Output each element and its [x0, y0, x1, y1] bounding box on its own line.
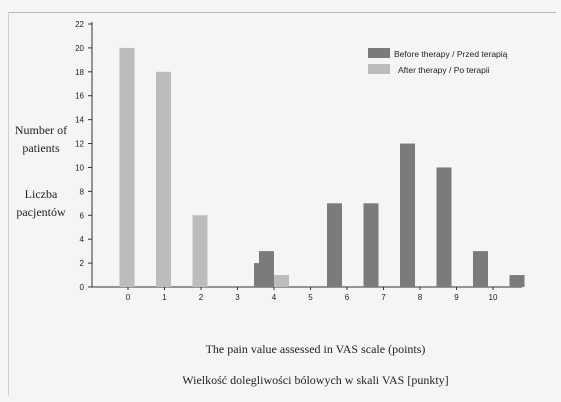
bar-before-therapy [363, 203, 379, 287]
y-axis-label-polish: Liczba pacjentów [6, 185, 76, 221]
x-axis-label-english: The pain value assessed in VAS scale (po… [205, 342, 426, 356]
x-axis-label-polish: Wielkość dolegliwości bólowych w skali V… [182, 373, 449, 387]
bar-before-therapy [473, 251, 488, 287]
y-tick-label: 6 [80, 211, 85, 220]
chart-bars [119, 47, 525, 288]
y-tick-label: 4 [80, 235, 85, 244]
bar-before-therapy [436, 167, 452, 287]
x-tick-label: 9 [454, 293, 459, 302]
y-tick-label: 8 [80, 187, 85, 196]
bar-after-therapy [119, 47, 135, 288]
frame-left-line [8, 12, 9, 396]
x-tick-label: 1 [162, 293, 167, 302]
y-tick-label: 18 [75, 68, 84, 77]
bar-before-therapy [327, 203, 342, 287]
x-tick-label: 3 [235, 293, 240, 302]
y-tick-label: 2 [80, 259, 85, 268]
x-tick-label: 4 [272, 293, 277, 302]
legend-label: After therapy / Po terapii [398, 65, 490, 75]
y-tick-label: 14 [75, 116, 84, 125]
x-tick-label: 2 [199, 293, 204, 302]
y-axis-label-polish-text: Liczba pacjentów [16, 187, 66, 219]
bar-before-therapy [400, 143, 415, 287]
bar-after-therapy [192, 215, 208, 287]
bar-before-therapy [509, 275, 525, 287]
y-tick-label: 16 [75, 92, 84, 101]
bar-before-therapy [259, 251, 274, 287]
chart-legend: Before therapy / Przed terapią After ther… [368, 48, 508, 75]
x-tick-label: 0 [126, 293, 131, 302]
y-tick-label: 10 [75, 163, 84, 172]
y-axis-label-english-text: Number of patients [14, 123, 68, 155]
y-tick-label: 22 [75, 20, 84, 29]
legend-label: Before therapy / Przed terapią [394, 49, 508, 59]
bar-after-therapy [274, 275, 289, 287]
bar-after-therapy [156, 71, 171, 288]
x-tick-label: 7 [381, 293, 386, 302]
x-tick-label: 8 [418, 293, 423, 302]
y-tick-label: 0 [80, 283, 85, 292]
y-axis-label-english: Number of patients [10, 121, 72, 157]
legend-swatch [368, 64, 390, 74]
frame-top-line [8, 12, 556, 13]
x-tick-label: 10 [489, 293, 498, 302]
y-tick-label: 20 [75, 44, 84, 53]
x-tick-label: 6 [345, 293, 350, 302]
legend-swatch [368, 48, 390, 58]
x-tick-label: 5 [308, 293, 313, 302]
y-tick-label: 12 [75, 140, 84, 149]
